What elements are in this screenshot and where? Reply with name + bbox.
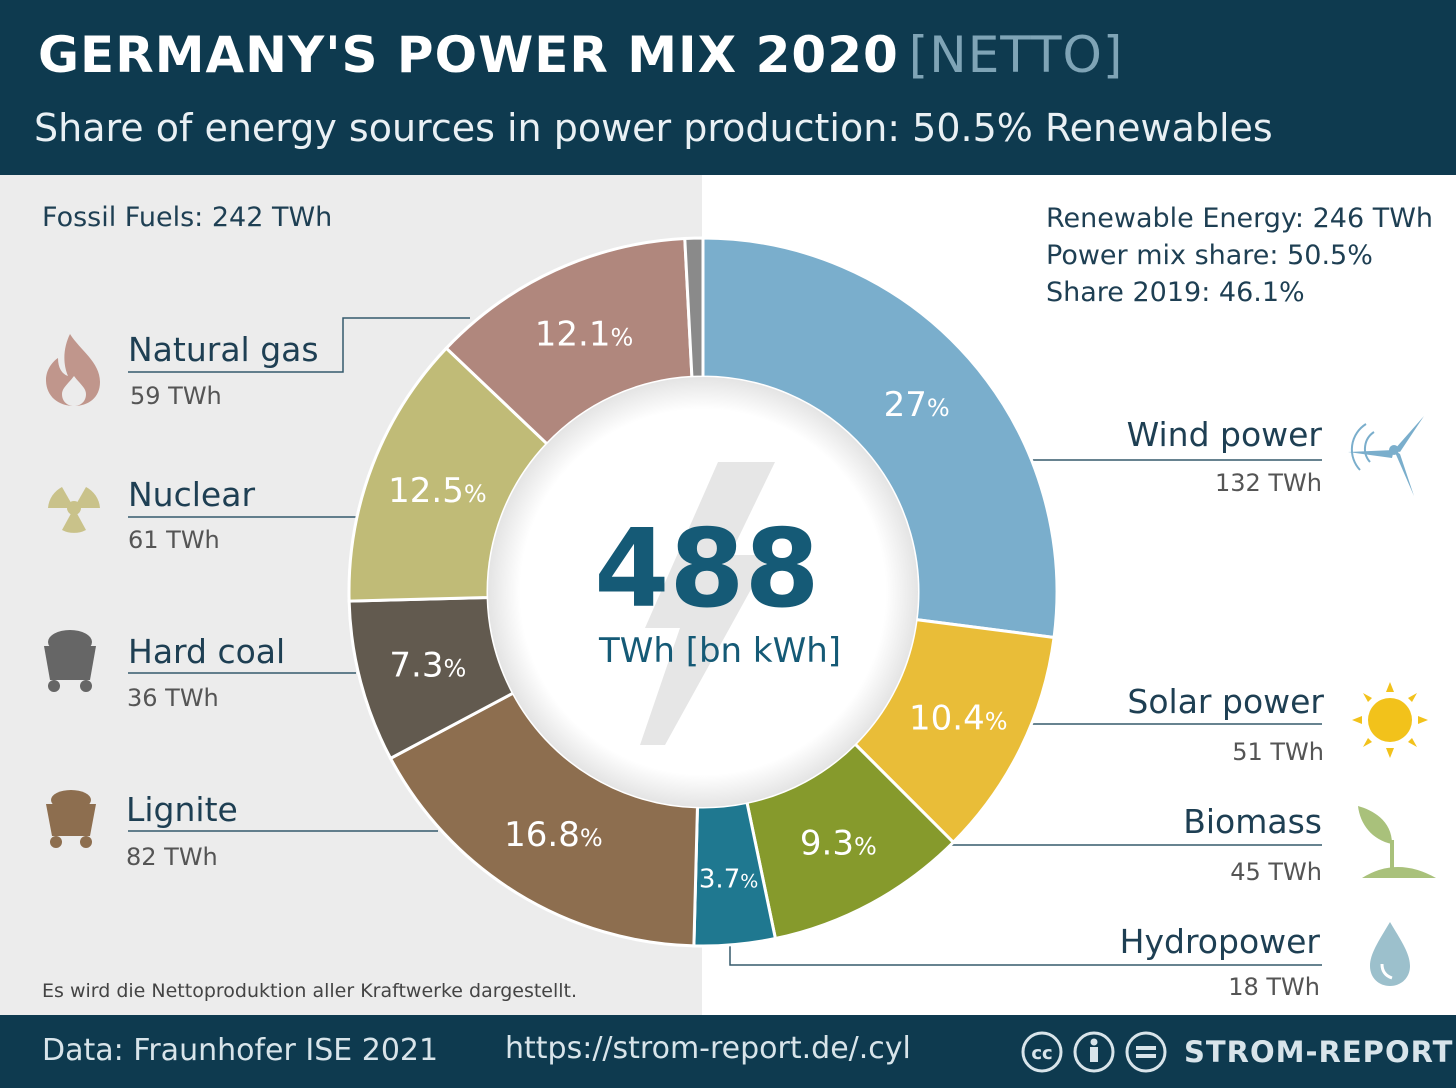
- license-icons: cc: [1021, 1031, 1167, 1073]
- coal-cart-icon: [44, 630, 96, 692]
- footnote: Es wird die Nettoproduktion aller Kraftw…: [42, 980, 578, 1002]
- header: GERMANY'S POWER MIX 2020 [NETTO] Share of…: [0, 0, 1456, 175]
- legend-value-solar: 51 TWh: [1232, 738, 1324, 766]
- leader-line-hydro: [729, 944, 1322, 966]
- legend-label-biomass: Biomass: [1183, 802, 1322, 841]
- data-source: Data: Fraunhofer ISE 2021: [42, 1033, 439, 1068]
- center-unit: TWh [bn kWh]: [598, 631, 841, 671]
- renewable-share-2019: Share 2019: 46.1%: [1046, 277, 1305, 308]
- cc-icon: [1021, 1031, 1063, 1073]
- source-url[interactable]: https://strom-report.de/.cyl: [505, 1031, 911, 1066]
- radiation-icon: [48, 487, 100, 533]
- fossil-summary: Fossil Fuels: 242 TWh: [42, 202, 333, 233]
- donut-slices: [347, 236, 1059, 948]
- percent-label-hydropower: 3.7%: [699, 864, 758, 894]
- footer: Data: Fraunhofer ISE 2021 https://strom-…: [0, 1015, 1456, 1088]
- wind-turbine-icon: [1348, 416, 1424, 496]
- legend-label-lignite: Lignite: [126, 790, 238, 829]
- legend-label-hydro: Hydropower: [1119, 922, 1320, 961]
- legend-value-lignite: 82 TWh: [126, 843, 218, 871]
- percent-label-solar-power: 10.4%: [909, 699, 1008, 739]
- legend-label-natural-gas: Natural gas: [128, 330, 319, 369]
- legend-value-biomass: 45 TWh: [1230, 858, 1322, 886]
- legend-value-hard-coal: 36 TWh: [127, 684, 219, 712]
- slice-percent-labels: 27% 10.4% 9.3% 3.7% 16.8% 7.3% 12.5% 12.1%: [388, 315, 1007, 895]
- legend-value-natural-gas: 59 TWh: [130, 382, 222, 410]
- percent-label-nuclear: 12.5%: [388, 471, 487, 511]
- svg-text:cc: cc: [1031, 1043, 1052, 1064]
- flame-icon: [46, 334, 100, 406]
- plant-icon: [1358, 806, 1436, 878]
- lignite-cart-icon: [46, 790, 96, 848]
- renewable-summary: Renewable Energy: 246 TWh Power mix shar…: [1046, 200, 1433, 311]
- by-icon: [1073, 1031, 1115, 1073]
- legend-label-nuclear: Nuclear: [128, 475, 256, 514]
- percent-label-biomass: 9.3%: [800, 823, 877, 863]
- renewable-total: Renewable Energy: 246 TWh: [1046, 203, 1434, 234]
- brand-logo: STROM-REPORT: [1184, 1035, 1454, 1069]
- center-total: 488: [594, 507, 819, 632]
- leader-line-natural-gas: [128, 317, 470, 373]
- title-tag: [NETTO]: [908, 26, 1124, 84]
- legend-value-wind: 132 TWh: [1214, 469, 1322, 497]
- percent-label-natural-gas: 12.1%: [535, 315, 634, 355]
- legend-label-solar: Solar power: [1127, 682, 1324, 721]
- page-subtitle: Share of energy sources in power product…: [34, 106, 1273, 150]
- water-drop-icon: [1370, 922, 1410, 986]
- sun-icon: [1352, 682, 1428, 758]
- percent-label-lignite: 16.8%: [504, 815, 603, 855]
- legend-label-wind: Wind power: [1126, 415, 1322, 454]
- percent-label-wind-power: 27%: [884, 385, 950, 425]
- legend-label-hard-coal: Hard coal: [128, 632, 286, 671]
- leader-lines: [128, 317, 1322, 966]
- lightning-bolt-icon: [640, 462, 775, 745]
- percent-label-hard-coal: 7.3%: [389, 645, 466, 685]
- renewable-share: Power mix share: 50.5%: [1046, 240, 1373, 271]
- legend-value-nuclear: 61 TWh: [128, 526, 220, 554]
- legend-value-hydro: 18 TWh: [1228, 973, 1320, 1001]
- nd-icon: [1125, 1031, 1167, 1073]
- page-title: GERMANY'S POWER MIX 2020 [NETTO]: [38, 26, 1124, 84]
